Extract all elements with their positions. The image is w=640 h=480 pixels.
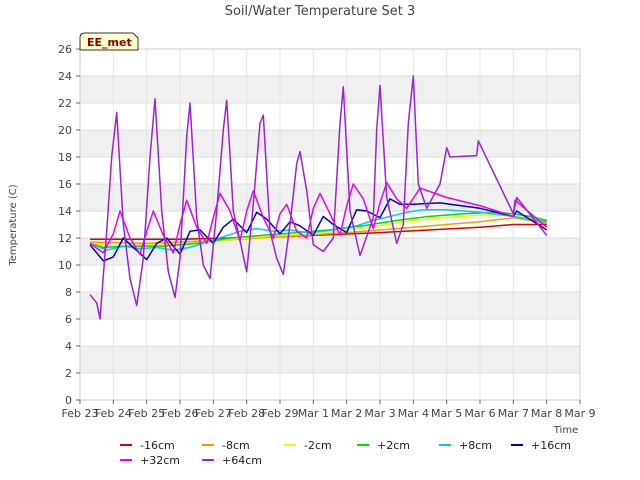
- plot-frame: [79, 48, 581, 401]
- series-line-32cm: [89, 181, 548, 255]
- x-tick-label: Feb 24: [95, 407, 132, 420]
- x-tick-label: Mar 3: [364, 407, 395, 420]
- x-tick-label: Feb 25: [128, 407, 165, 420]
- band: [80, 265, 580, 292]
- band: [80, 184, 580, 211]
- y-tick-label: 0: [65, 394, 72, 407]
- legend-label: +8cm: [459, 439, 492, 452]
- x-tick-label: Feb 28: [228, 407, 265, 420]
- x-tick-label: Mar 1: [298, 407, 329, 420]
- x-tick-label: Feb 23: [62, 407, 99, 420]
- band: [80, 373, 580, 400]
- legend-label: -16cm: [140, 439, 175, 452]
- legend-item: +8cm: [439, 439, 492, 452]
- legend-label: +16cm: [531, 439, 571, 452]
- legend-item: -16cm: [120, 439, 175, 452]
- x-tick-label: Mar 6: [464, 407, 495, 420]
- legend-label: +64cm: [222, 454, 262, 467]
- series-line-16cm: [90, 223, 547, 241]
- band: [80, 130, 580, 157]
- y-tick-label: 12: [58, 232, 72, 245]
- legend-item: -2cm: [284, 439, 332, 452]
- x-tick-label: Mar 8: [531, 407, 562, 420]
- y-tick-label: 20: [58, 124, 72, 137]
- y-tick-label: 14: [58, 205, 72, 218]
- legend-label: +2cm: [377, 439, 410, 452]
- legend-label: +32cm: [140, 454, 180, 467]
- y-tick-label: 22: [58, 97, 72, 110]
- band: [80, 292, 580, 319]
- y-tick-label: 6: [65, 313, 72, 326]
- x-tick-label: Mar 5: [431, 407, 462, 420]
- series-lines: [89, 75, 548, 320]
- band: [80, 49, 580, 76]
- chart-title: Soil/Water Temperature Set 3: [225, 4, 416, 19]
- y-tick-label: 16: [58, 178, 72, 191]
- x-tick-label: Mar 7: [498, 407, 529, 420]
- station-badge: EE_met: [79, 32, 139, 51]
- legend-label: -2cm: [304, 439, 332, 452]
- y-tick-label: 24: [58, 70, 72, 83]
- legend-item: +64cm: [202, 454, 262, 467]
- band: [80, 346, 580, 373]
- legend-label: -8cm: [222, 439, 250, 452]
- x-tick-label: Mar 2: [331, 407, 362, 420]
- x-tick-label: Feb 27: [195, 407, 232, 420]
- y-tick-label: 26: [58, 43, 72, 56]
- x-tick-label: Feb 29: [262, 407, 299, 420]
- legend-item: -8cm: [202, 439, 250, 452]
- legend-item: +32cm: [120, 454, 180, 467]
- band: [80, 76, 580, 103]
- y-tick-label: 8: [65, 286, 72, 299]
- band: [80, 157, 580, 184]
- y-tick-label: 10: [58, 259, 72, 272]
- y-tick-label: 18: [58, 151, 72, 164]
- y-axis-label: Temperature (C): [8, 184, 19, 266]
- station-badge-label: EE_met: [87, 36, 132, 49]
- legend-item: +16cm: [511, 439, 571, 452]
- x-axis-label: Time: [553, 425, 578, 436]
- plot-background-bands: [80, 49, 580, 400]
- y-tick-label: 2: [65, 367, 72, 380]
- band: [80, 319, 580, 346]
- x-tick-label: Mar 9: [564, 407, 595, 420]
- series-line-64cm: [89, 75, 548, 320]
- x-tick-label: Feb 26: [162, 407, 199, 420]
- x-tick-label: Mar 4: [398, 407, 429, 420]
- legend-item: +2cm: [357, 439, 410, 452]
- band: [80, 103, 580, 130]
- y-tick-label: 4: [65, 340, 72, 353]
- legend: -16cm -8cm -2cm +2cm +8cm +16cm +32cm +64cm: [120, 439, 571, 467]
